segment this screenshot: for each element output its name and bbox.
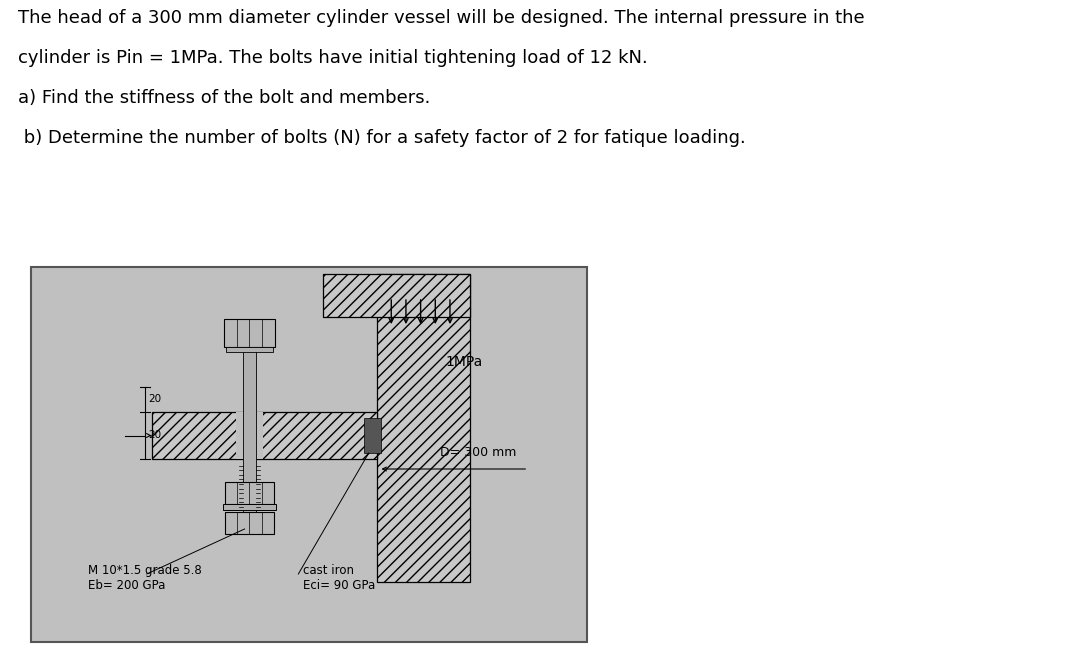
Bar	[225, 512, 274, 534]
Bar	[151, 412, 377, 459]
Bar	[323, 274, 470, 317]
Bar	[31, 267, 586, 642]
Text: D= 300 mm: D= 300 mm	[441, 446, 516, 459]
Text: Eci= 90 GPa: Eci= 90 GPa	[303, 579, 376, 592]
Text: The head of a 300 mm diameter cylinder vessel will be designed. The internal pre: The head of a 300 mm diameter cylinder v…	[17, 9, 864, 27]
Bar	[243, 347, 256, 512]
Text: 20: 20	[149, 394, 162, 405]
Text: 1MPa: 1MPa	[445, 355, 483, 369]
Bar	[151, 412, 377, 459]
Bar	[224, 504, 275, 510]
Bar	[225, 482, 274, 504]
Text: 20: 20	[149, 430, 162, 440]
Bar	[364, 418, 381, 453]
Bar	[226, 347, 273, 352]
Text: a) Find the stiffness of the bolt and members.: a) Find the stiffness of the bolt and me…	[17, 89, 430, 107]
Bar	[323, 274, 470, 317]
Text: M 10*1.5 grade 5.8: M 10*1.5 grade 5.8	[89, 564, 202, 577]
Text: b) Determine the number of bolts (N) for a safety factor of 2 for fatique loadin: b) Determine the number of bolts (N) for…	[17, 129, 745, 147]
Text: cast iron: cast iron	[303, 564, 354, 577]
Bar	[377, 274, 470, 582]
Bar	[235, 412, 264, 459]
Bar	[377, 274, 470, 582]
Text: cylinder is Pin = 1MPa. The bolts have initial tightening load of 12 kN.: cylinder is Pin = 1MPa. The bolts have i…	[17, 49, 647, 67]
Bar	[224, 319, 275, 347]
Text: Eb= 200 GPa: Eb= 200 GPa	[89, 579, 165, 592]
